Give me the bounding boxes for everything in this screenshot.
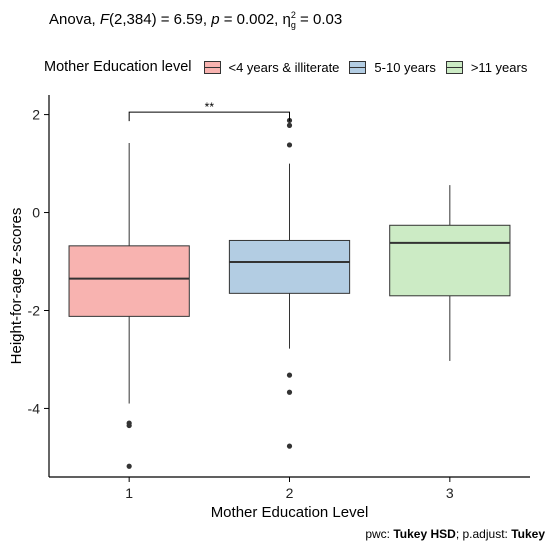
pwc-method: Tukey HSD bbox=[393, 527, 456, 541]
legend-item-1: <4 years & illiterate bbox=[203, 59, 340, 75]
x-tick-label-3: 3 bbox=[446, 485, 454, 501]
pairwise-comparison-caption: pwc: Tukey HSD; p.adjust: Tukey bbox=[365, 527, 545, 541]
adjust-method: Tukey bbox=[511, 527, 545, 541]
chart-subtitle: Anova, F(2,384) = 6.59, p = 0.002, ηg2 =… bbox=[49, 10, 342, 30]
eta-subscript: g bbox=[290, 20, 296, 30]
outlier-2-4 bbox=[286, 389, 293, 395]
outlier-1-2 bbox=[126, 463, 132, 469]
outlier-2-1 bbox=[286, 122, 293, 128]
p-value: = 0.002, bbox=[219, 11, 283, 28]
anova-prefix: Anova, bbox=[49, 11, 100, 28]
legend-item-2: 5-10 years bbox=[349, 59, 436, 75]
legend-title: Mother Education level bbox=[44, 59, 192, 75]
outlier-2-5 bbox=[286, 443, 293, 449]
y-tick-label--4: -4 bbox=[28, 400, 41, 416]
legend-label-1: <4 years & illiterate bbox=[228, 59, 340, 75]
legend: Mother Education level <4 years & illite… bbox=[44, 57, 537, 77]
legend-item-3: >11 years bbox=[445, 59, 528, 75]
f-args: (2,384) = 6.59, bbox=[109, 11, 212, 28]
outlier-1-1 bbox=[126, 422, 132, 429]
box-3 bbox=[389, 224, 511, 297]
significance-bracket-0 bbox=[128, 111, 290, 122]
pwc-prefix: pwc: bbox=[365, 527, 394, 541]
y-tick-label-2: 2 bbox=[32, 107, 40, 123]
f-label: F bbox=[99, 11, 110, 28]
eta-superscript: 2 bbox=[290, 10, 296, 20]
y-tick-label-0: 0 bbox=[32, 205, 40, 221]
x-tick-label-1: 1 bbox=[125, 485, 133, 501]
legend-key-3 bbox=[445, 60, 463, 74]
adjust-prefix: ; p.adjust: bbox=[455, 527, 512, 541]
outlier-2-2 bbox=[286, 142, 293, 148]
eta-symbol: η bbox=[282, 11, 291, 28]
box-2 bbox=[228, 239, 351, 294]
y-axis-title: Height-for-age z-scores bbox=[8, 208, 25, 365]
legend-key-2 bbox=[349, 60, 367, 74]
x-axis-title: Mother Education Level bbox=[211, 504, 369, 521]
box-1 bbox=[68, 245, 190, 317]
y-tick-label--2: -2 bbox=[28, 302, 41, 318]
legend-label-2: 5-10 years bbox=[374, 59, 436, 75]
significance-label-0: ** bbox=[205, 100, 215, 114]
outlier-2-3 bbox=[286, 372, 293, 378]
x-tick-label-2: 2 bbox=[286, 485, 294, 501]
p-label: p bbox=[211, 11, 220, 28]
eta-value: = 0.03 bbox=[295, 11, 343, 28]
legend-label-3: >11 years bbox=[470, 59, 528, 75]
legend-key-1 bbox=[203, 60, 221, 74]
